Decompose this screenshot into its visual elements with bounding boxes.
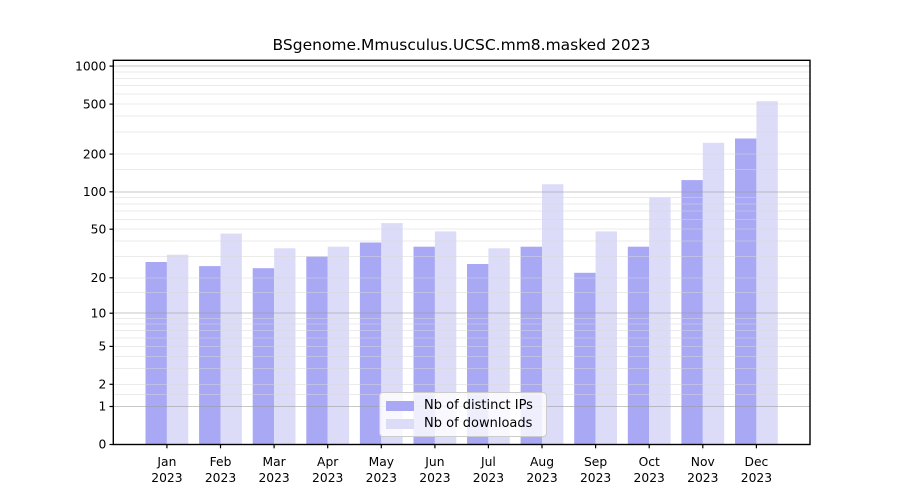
bar-downloads-apr [327,246,350,445]
y-tick-label-0: 0 [98,438,106,452]
bar-downloads-may [381,223,403,445]
x-tick-label-month-jun: Jun [424,455,444,469]
x-tick-label-month-apr: Apr [317,455,339,469]
legend-item-downloads: Nb of downloads [386,415,539,432]
bar-distinct-ips-apr [306,256,328,445]
chart-legend: Nb of distinct IPs Nb of downloads [379,392,547,437]
bar-downloads-oct [649,197,671,445]
y-tick-label-100: 100 [83,185,106,199]
x-tick-label-month-oct: Oct [639,455,660,469]
x-tick-label-month-feb: Feb [210,455,232,469]
bar-downloads-jan [166,254,189,445]
legend-label-downloads: Nb of downloads [424,416,533,431]
bar-downloads-nov [702,142,725,445]
x-tick-label-year-oct: 2023 [634,471,665,485]
legend-swatch-downloads-icon [386,418,414,429]
x-tick-label-month-jul: Jul [480,455,496,469]
x-tick-label-month-aug: Aug [530,455,554,469]
x-tick-label-month-dec: Dec [745,455,769,469]
y-tick-label-1000: 1000 [75,59,106,73]
bar-distinct-ips-oct [627,246,650,445]
x-tick-label-year-mar: 2023 [258,471,289,485]
x-tick-label-year-feb: 2023 [205,471,236,485]
x-tick-label-year-dec: 2023 [741,471,772,485]
bar-downloads-aug [542,184,564,445]
legend-swatch-distinct-ips-icon [386,400,414,411]
y-tick-label-200: 200 [83,147,106,161]
legend-item-distinct-ips: Nb of distinct IPs [386,397,539,414]
x-tick-label-month-jan: Jan [156,455,176,469]
chart-title: BSgenome.Mmusculus.UCSC.mm8.masked 2023 [272,36,651,54]
bar-downloads-dec [756,101,778,445]
bar-distinct-ips-feb [199,266,221,445]
x-tick-label-year-may: 2023 [366,471,397,485]
x-tick-label-year-jan: 2023 [151,471,182,485]
bar-distinct-ips-nov [681,180,703,445]
y-tick-label-5: 5 [98,340,106,354]
legend-label-distinct-ips: Nb of distinct IPs [424,398,533,413]
x-tick-label-year-apr: 2023 [312,471,343,485]
x-tick-label-year-aug: 2023 [526,471,557,485]
x-tick-label-year-nov: 2023 [687,471,718,485]
x-tick-label-year-sep: 2023 [580,471,611,485]
x-tick-label-month-sep: Sep [584,455,607,469]
x-tick-label-month-mar: Mar [262,455,286,469]
bar-downloads-feb [220,233,242,445]
bar-distinct-ips-jan [145,262,167,445]
y-tick-label-1: 1 [98,400,106,414]
x-tick-label-month-nov: Nov [691,455,715,469]
y-tick-label-50: 50 [91,222,107,236]
y-tick-label-500: 500 [83,97,106,111]
x-tick-label-year-jun: 2023 [419,471,450,485]
y-tick-label-10: 10 [91,306,107,320]
x-tick-label-year-jul: 2023 [473,471,504,485]
bar-distinct-ips-dec [735,138,757,445]
bar-distinct-ips-sep [574,272,596,445]
x-tick-label-month-may: May [369,455,394,469]
plot-border [112,59,811,446]
y-tick-label-2: 2 [98,378,106,392]
y-tick-label-20: 20 [91,271,107,285]
